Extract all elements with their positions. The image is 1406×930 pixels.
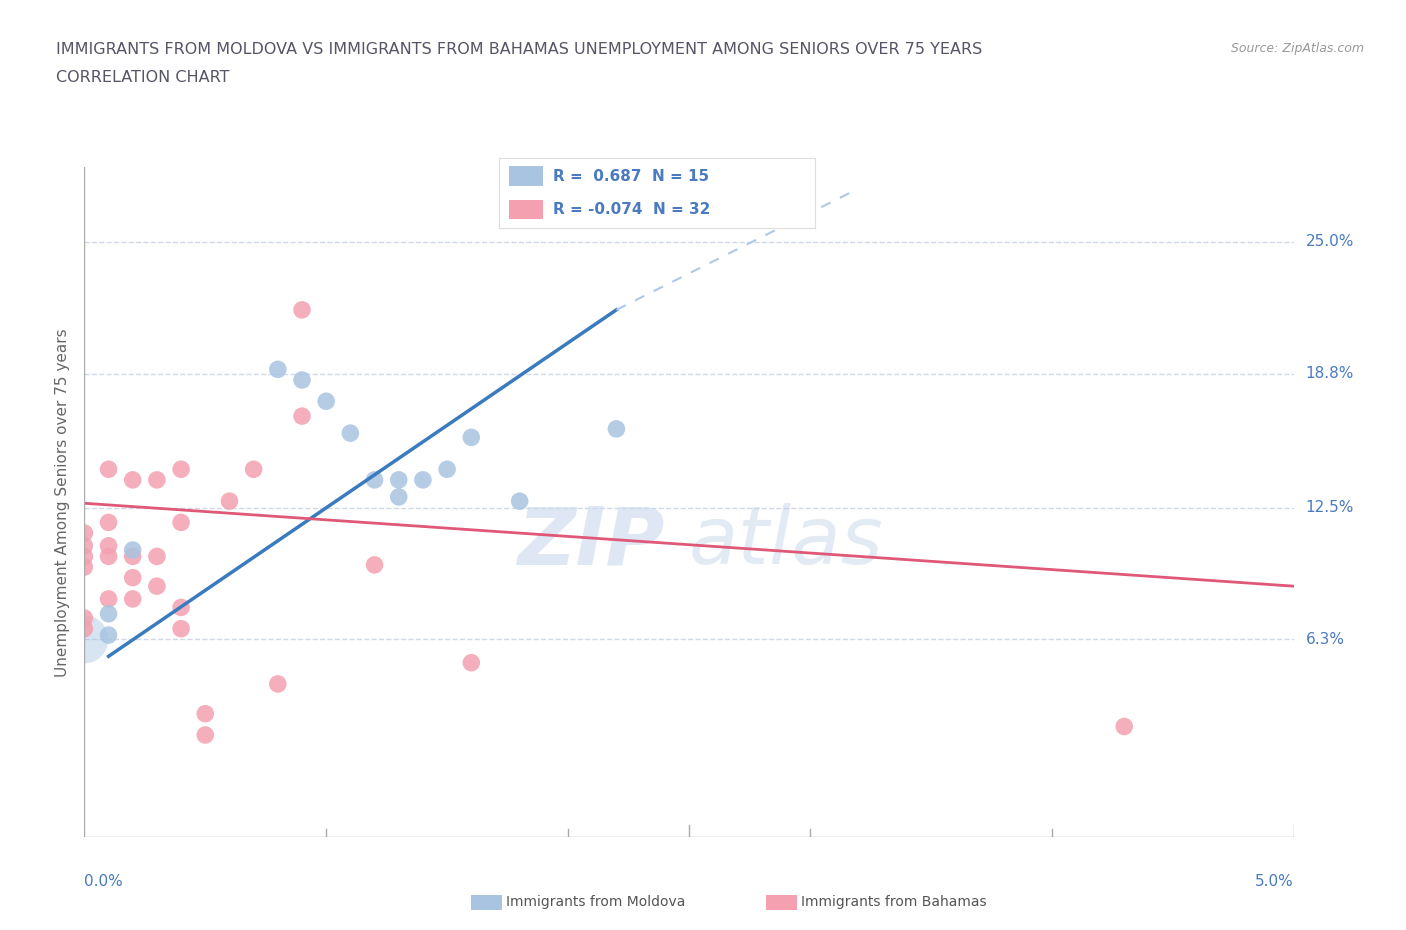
Point bbox=[267, 676, 290, 691]
Point bbox=[363, 472, 385, 487]
Text: R = -0.074  N = 32: R = -0.074 N = 32 bbox=[553, 202, 710, 218]
Point bbox=[121, 542, 143, 557]
Point bbox=[339, 426, 361, 441]
Text: 12.5%: 12.5% bbox=[1306, 500, 1354, 515]
Point bbox=[97, 549, 120, 564]
Text: 0.0%: 0.0% bbox=[84, 874, 124, 889]
Point bbox=[363, 557, 385, 572]
Point bbox=[170, 600, 193, 615]
Point bbox=[73, 560, 96, 575]
Point bbox=[146, 549, 169, 564]
Point bbox=[509, 494, 531, 509]
Point bbox=[460, 430, 482, 445]
Text: CORRELATION CHART: CORRELATION CHART bbox=[56, 70, 229, 85]
Point bbox=[388, 472, 411, 487]
Point bbox=[97, 606, 120, 621]
Point bbox=[97, 538, 120, 553]
Point bbox=[388, 489, 411, 504]
Text: R =  0.687  N = 15: R = 0.687 N = 15 bbox=[553, 168, 709, 184]
Text: 25.0%: 25.0% bbox=[1306, 234, 1354, 249]
Text: Immigrants from Moldova: Immigrants from Moldova bbox=[506, 895, 686, 910]
Point bbox=[97, 591, 120, 606]
Point bbox=[218, 494, 240, 509]
Text: Immigrants from Bahamas: Immigrants from Bahamas bbox=[801, 895, 987, 910]
Point bbox=[73, 549, 96, 564]
Point bbox=[1114, 719, 1136, 734]
Point bbox=[97, 515, 120, 530]
Point bbox=[121, 591, 143, 606]
Point bbox=[412, 472, 434, 487]
Text: 5.0%: 5.0% bbox=[1254, 874, 1294, 889]
Point bbox=[73, 621, 96, 636]
Point bbox=[73, 631, 96, 646]
Point bbox=[73, 611, 96, 626]
Point bbox=[146, 472, 169, 487]
Point bbox=[170, 515, 193, 530]
Point bbox=[242, 462, 264, 477]
Point bbox=[436, 462, 458, 477]
Point bbox=[194, 727, 217, 742]
Point bbox=[460, 656, 482, 671]
Point bbox=[146, 578, 169, 593]
Y-axis label: Unemployment Among Seniors over 75 years: Unemployment Among Seniors over 75 years bbox=[55, 328, 70, 676]
Point bbox=[605, 421, 627, 436]
Text: Source: ZipAtlas.com: Source: ZipAtlas.com bbox=[1230, 42, 1364, 55]
Text: IMMIGRANTS FROM MOLDOVA VS IMMIGRANTS FROM BAHAMAS UNEMPLOYMENT AMONG SENIORS OV: IMMIGRANTS FROM MOLDOVA VS IMMIGRANTS FR… bbox=[56, 42, 983, 57]
Point bbox=[315, 393, 337, 408]
Point bbox=[121, 549, 143, 564]
Bar bbox=[509, 200, 543, 219]
Point bbox=[194, 706, 217, 721]
Point bbox=[121, 570, 143, 585]
Point bbox=[121, 472, 143, 487]
Text: 18.8%: 18.8% bbox=[1306, 366, 1354, 381]
Point bbox=[170, 462, 193, 477]
Point bbox=[97, 628, 120, 643]
Bar bbox=[509, 166, 543, 186]
Point bbox=[291, 373, 314, 388]
Point bbox=[170, 621, 193, 636]
Point bbox=[291, 302, 314, 317]
Point bbox=[73, 538, 96, 553]
Point bbox=[291, 408, 314, 423]
Text: atlas: atlas bbox=[689, 503, 884, 581]
Point bbox=[73, 525, 96, 540]
Point bbox=[97, 462, 120, 477]
Text: ZIP: ZIP bbox=[517, 503, 665, 581]
Point bbox=[267, 362, 290, 377]
Text: 6.3%: 6.3% bbox=[1306, 631, 1344, 646]
